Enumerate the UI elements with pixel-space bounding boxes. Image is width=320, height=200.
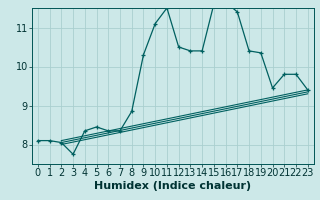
X-axis label: Humidex (Indice chaleur): Humidex (Indice chaleur) (94, 181, 252, 191)
